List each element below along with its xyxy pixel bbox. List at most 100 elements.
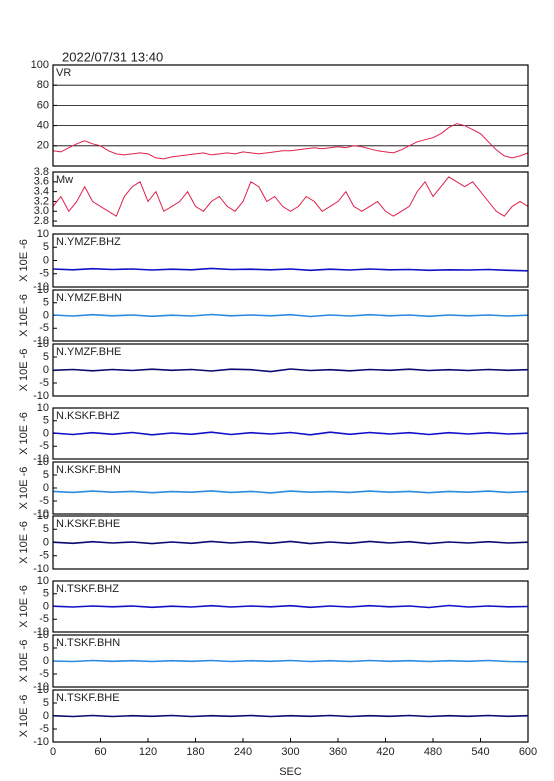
series-label: Mw <box>56 174 73 186</box>
y-tick-label: 0 <box>43 655 49 667</box>
y-tick-label: -10 <box>33 681 49 693</box>
y-tick-label: 40 <box>37 120 49 132</box>
series-line <box>52 431 529 436</box>
y-axis-label: X 10E -6 <box>18 467 30 510</box>
y-tick-label: 3.6 <box>34 176 49 188</box>
y-tick-label: -5 <box>39 268 49 280</box>
panel-frame <box>52 515 529 570</box>
series-line <box>52 490 529 494</box>
y-tick-label: -10 <box>33 453 49 465</box>
y-tick-label: -10 <box>33 563 49 575</box>
y-tick-label: -5 <box>39 550 49 562</box>
panel-frame <box>52 580 529 633</box>
series-line <box>52 368 529 373</box>
x-axis-label: SEC <box>279 766 302 778</box>
panel-frame <box>52 634 529 688</box>
chart-title: 2022/07/31 13:40 <box>62 49 163 64</box>
y-tick-label: -5 <box>39 723 49 735</box>
panel-frame <box>52 343 529 397</box>
y-tick-label: 10 <box>37 510 49 522</box>
series-line <box>52 313 529 318</box>
x-tick-label: 240 <box>234 746 252 758</box>
series-line <box>52 659 529 663</box>
x-tick-label: 180 <box>186 746 204 758</box>
panel-frame <box>52 407 529 460</box>
y-tick-label: 10 <box>37 228 49 240</box>
y-tick-label: 5 <box>43 588 49 600</box>
y-tick-label: 80 <box>37 79 49 91</box>
series-label: N.YMZF.BHN <box>56 292 122 304</box>
y-axis-label: X 10E -6 <box>18 294 30 337</box>
panel-frame <box>52 233 529 288</box>
series-label: N.KSKF.BHN <box>56 464 121 476</box>
y-tick-label: 5 <box>43 297 49 309</box>
x-tick-label: 60 <box>94 746 106 758</box>
y-tick-label: -5 <box>39 613 49 625</box>
y-axis-label: X 10E -6 <box>18 349 30 392</box>
y-tick-label: -10 <box>33 626 49 638</box>
y-tick-label: 3.2 <box>34 195 49 207</box>
panel-frame <box>52 289 529 342</box>
x-tick-label: 0 <box>50 746 56 758</box>
series-label: N.YMZF.BHE <box>56 346 121 358</box>
y-tick-label: 10 <box>37 284 49 296</box>
y-tick-label: 5 <box>43 523 49 535</box>
series-label: N.TSKF.BHE <box>56 692 120 704</box>
y-axis-label: X 10E -6 <box>18 695 30 738</box>
y-tick-label: 5 <box>43 697 49 709</box>
y-tick-label: -5 <box>39 440 49 452</box>
panel-frame <box>52 171 529 227</box>
y-axis-label: X 10E -6 <box>18 412 30 455</box>
y-tick-label: 0 <box>43 309 49 321</box>
x-tick-label: 540 <box>471 746 489 758</box>
panel-frame <box>52 64 529 167</box>
y-tick-label: 10 <box>37 456 49 468</box>
y-tick-label: 5 <box>43 351 49 363</box>
y-tick-label: -5 <box>39 322 49 334</box>
series-line <box>52 714 529 718</box>
y-tick-label: 0 <box>43 710 49 722</box>
y-tick-label: -10 <box>33 335 49 347</box>
series-label: N.YMZF.BHZ <box>56 236 121 248</box>
series-label: N.TSKF.BHN <box>56 637 120 649</box>
series-line <box>52 176 529 217</box>
y-tick-label: 3.8 <box>34 166 49 178</box>
y-axis-label: X 10E -6 <box>18 640 30 683</box>
y-tick-label: 10 <box>37 684 49 696</box>
y-tick-label: -10 <box>33 508 49 520</box>
y-axis-label: X 10E -6 <box>18 239 30 282</box>
y-tick-label: 5 <box>43 642 49 654</box>
y-tick-label: -10 <box>33 736 49 748</box>
y-tick-label: 20 <box>37 140 49 152</box>
x-tick-label: 300 <box>281 746 299 758</box>
y-tick-label: 0 <box>43 427 49 439</box>
x-tick-label: 360 <box>329 746 347 758</box>
y-tick-label: 0 <box>43 482 49 494</box>
y-tick-label: 5 <box>43 241 49 253</box>
x-tick-label: 600 <box>519 746 537 758</box>
x-tick-label: 120 <box>139 746 157 758</box>
y-tick-label: 10 <box>37 402 49 414</box>
x-tick-label: 480 <box>424 746 442 758</box>
series-label: VR <box>56 67 71 79</box>
series-label: N.KSKF.BHZ <box>56 410 120 422</box>
y-tick-label: 100 <box>31 59 49 71</box>
series-label: N.TSKF.BHZ <box>56 583 119 595</box>
y-tick-label: 5 <box>43 415 49 427</box>
panel-frame <box>52 689 529 743</box>
y-tick-label: 3.4 <box>34 186 49 198</box>
y-tick-label: -10 <box>33 390 49 402</box>
series-line <box>52 540 529 545</box>
series-line <box>52 123 529 160</box>
y-tick-label: 0 <box>43 254 49 266</box>
y-tick-label: -5 <box>39 495 49 507</box>
y-tick-label: 10 <box>37 575 49 587</box>
y-tick-label: 2.8 <box>34 215 49 227</box>
y-tick-label: -10 <box>33 281 49 293</box>
y-tick-label: 60 <box>37 99 49 111</box>
panel-frame <box>52 461 529 515</box>
series-line <box>52 267 529 272</box>
y-tick-label: 0 <box>43 364 49 376</box>
y-axis-label: X 10E -6 <box>18 521 30 564</box>
